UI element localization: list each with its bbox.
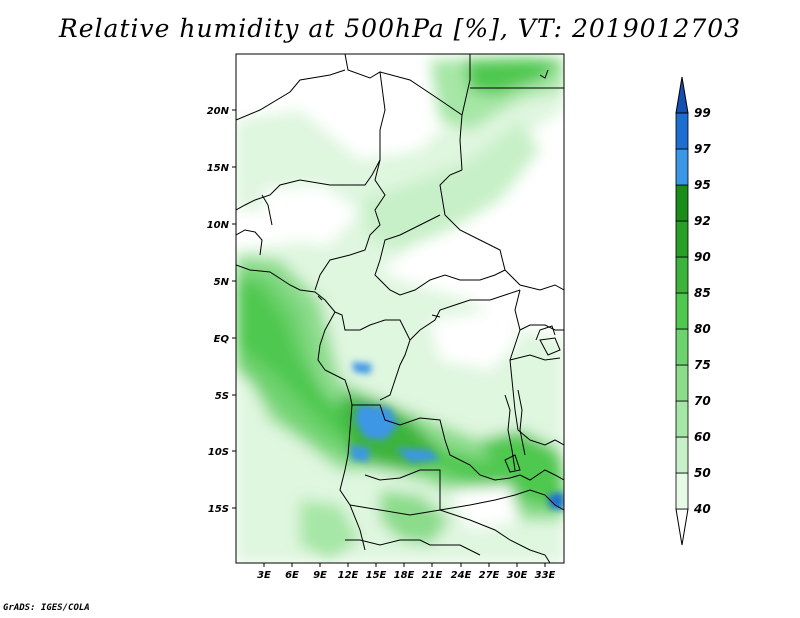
colorbar-label: 60 xyxy=(694,430,711,444)
colorbar-label: 92 xyxy=(694,214,711,228)
lon-tick-label: 6E xyxy=(285,570,299,581)
lat-axis: 20N 15N 10N 5N EQ 5S 10S 15S xyxy=(207,106,236,515)
colorbar-segment xyxy=(675,112,689,150)
lat-tick-label: 5N xyxy=(214,277,230,288)
colorbar-label: 40 xyxy=(693,502,711,516)
lat-tick-label: 15N xyxy=(207,163,230,174)
colorbar-arrow-high xyxy=(675,76,689,114)
map-title: Relative humidity at 500hPa [%], VT: 201… xyxy=(58,14,742,43)
colorbar-label: 50 xyxy=(694,466,711,480)
lon-tick-label: 27E xyxy=(479,570,500,581)
humidity-field xyxy=(236,54,564,563)
lat-tick-label: 10S xyxy=(208,447,229,458)
colorbar-arrow-low xyxy=(675,508,689,546)
colorbar-segment xyxy=(675,364,689,402)
colorbar-labels: 40 50 60 70 75 80 85 90 92 95 97 99 xyxy=(693,106,711,516)
colorbar-segment xyxy=(675,436,689,474)
lon-tick-label: 18E xyxy=(394,570,415,581)
colorbar-segment xyxy=(675,256,689,294)
grads-credit: GrADS: IGES/COLA xyxy=(3,603,90,613)
colorbar-label: 97 xyxy=(694,142,711,156)
lat-tick-label: 15S xyxy=(208,504,229,515)
lon-tick-label: 30E xyxy=(507,570,528,581)
lat-tick-label: 10N xyxy=(207,220,230,231)
colorbar-segment xyxy=(675,184,689,222)
colorbar-segment xyxy=(675,400,689,438)
colorbar-label: 75 xyxy=(694,358,711,372)
colorbar xyxy=(675,76,689,546)
lat-tick-label: 20N xyxy=(207,106,230,117)
map-frame xyxy=(235,53,565,564)
lat-tick-label: 5S xyxy=(215,391,229,402)
colorbar-label: 80 xyxy=(694,322,711,336)
lon-tick-label: 15E xyxy=(366,570,387,581)
colorbar-label: 70 xyxy=(694,394,711,408)
lon-tick-label: 3E xyxy=(257,570,271,581)
lon-tick-label: 12E xyxy=(338,570,359,581)
lon-tick-label: 9E xyxy=(313,570,327,581)
lon-axis: 3E 6E 9E 12E 15E 18E 21E 24E 27E 30E 33E xyxy=(257,563,556,581)
colorbar-segment xyxy=(675,220,689,258)
country-borders xyxy=(236,54,564,563)
lon-tick-label: 21E xyxy=(422,570,443,581)
colorbar-segment xyxy=(675,148,689,186)
colorbar-label: 95 xyxy=(694,178,711,192)
colorbar-label: 90 xyxy=(694,250,711,264)
lon-tick-label: 24E xyxy=(451,570,472,581)
lon-tick-label: 33E xyxy=(535,570,556,581)
colorbar-segment xyxy=(675,292,689,330)
colorbar-segment xyxy=(675,472,689,510)
lat-tick-label: EQ xyxy=(214,334,230,345)
colorbar-label: 85 xyxy=(694,286,711,300)
colorbar-label: 99 xyxy=(694,106,711,120)
colorbar-segment xyxy=(675,328,689,366)
